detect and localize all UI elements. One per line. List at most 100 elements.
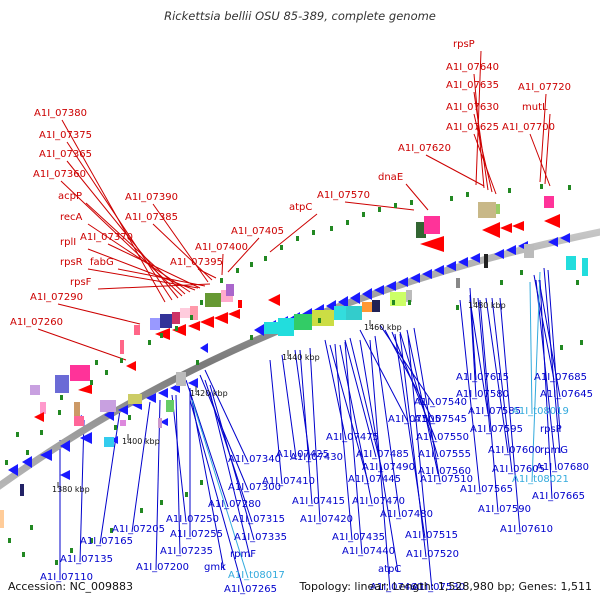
forward-gene-label: A1I_07375: [39, 130, 92, 141]
reverse-gene-label: A1I_07425: [276, 449, 329, 460]
scale-tick-label: 1460 kbp: [364, 323, 402, 332]
forward-gene-label: A1I_07625: [446, 122, 499, 133]
scale-tick-label: 1420 kbp: [190, 389, 228, 398]
forward-gene-label: rpsR: [60, 257, 83, 268]
reverse-gene-label: A1I_07315: [232, 514, 285, 525]
reverse-gene-label: A1I_07555: [418, 449, 471, 460]
reverse-gene-label: A1I_t08021: [512, 474, 569, 485]
reverse-gene-label: A1I_07200: [136, 562, 189, 573]
reverse-gene-label: A1I_07505: [388, 414, 441, 425]
forward-gene-label: A1I_07395: [170, 257, 223, 268]
forward-gene-label: A1I_07570: [317, 190, 370, 201]
reverse-gene-label: A1I_07410: [262, 476, 315, 487]
reverse-gene-label: A1I_07685: [534, 372, 587, 383]
reverse-gene-label: A1I_07430: [290, 452, 343, 463]
reverse-gene-label: A1I_07515: [405, 530, 458, 541]
reverse-gene-label: rpmF: [230, 549, 256, 560]
forward-gene-label: recA: [60, 212, 83, 223]
reverse-gene-label: A1I_07680: [536, 462, 589, 473]
forward-gene-label: A1I_07360: [33, 169, 86, 180]
reverse-gene-label: A1I_07610: [500, 524, 553, 535]
forward-gene-label: rpsP: [453, 39, 475, 50]
reverse-gene-label: A1I_07565: [460, 484, 513, 495]
reverse-gene-label: A1I_t08017: [228, 570, 285, 581]
reverse-gene-label: A1I_07585: [468, 406, 521, 417]
forward-gene-label: atpC: [289, 202, 312, 213]
reverse-gene-label: A1I_07540: [414, 397, 467, 408]
reverse-gene-label: A1I_07235: [160, 546, 213, 557]
gene-position-markers: [5, 184, 583, 565]
forward-gene-label: mutL: [522, 102, 548, 113]
reverse-gene-label: A1I_07255: [170, 529, 223, 540]
reverse-gene-label: A1I_07480: [380, 509, 433, 520]
forward-gene-label: A1I_07380: [34, 108, 87, 119]
reverse-gene-label: rpsP: [540, 424, 562, 435]
forward-gene-label: A1I_07720: [518, 82, 571, 93]
reverse-gene-label: A1I_t08019: [512, 406, 569, 417]
reverse-gene-label: A1I_07135: [60, 554, 113, 565]
scale-tick-label: 1440 kbp: [282, 353, 320, 362]
reverse-gene-label: A1I_07475: [326, 432, 379, 443]
forward-gene-label: A1I_07635: [446, 80, 499, 91]
reverse-gene-label: A1I_07665: [532, 491, 585, 502]
forward-gene-label: acpP: [58, 191, 82, 202]
forward-gene-label: A1I_07630: [446, 102, 499, 113]
accession-text: Accession: NC_009883: [8, 580, 133, 593]
reverse-gene-label: A1I_07420: [300, 514, 353, 525]
reverse-gene-label: atpC: [378, 564, 401, 575]
forward-strand-features: [30, 196, 560, 422]
reverse-gene-label: A1I_07460: [370, 582, 423, 593]
reverse-gene-label: A1I_07205: [112, 524, 165, 535]
forward-gene-label: A1I_07370: [80, 232, 133, 243]
reverse-gene-label: A1I_07550: [416, 432, 469, 443]
reverse-gene-label: A1I_07600: [488, 445, 541, 456]
reverse-gene-label: A1I_07250: [166, 514, 219, 525]
reverse-gene-label: A1I_07435: [332, 532, 385, 543]
reverse-gene-label: A1I_07645: [540, 389, 593, 400]
reverse-gene-label: A1I_07520: [406, 549, 459, 560]
reverse-gene-label: A1I_07470: [352, 496, 405, 507]
reverse-gene-label: A1I_07280: [208, 499, 261, 510]
genome-summary-text: Topology: linear; Length: 1,528,980 bp; …: [298, 580, 592, 593]
reverse-gene-label: A1I_07340: [228, 454, 281, 465]
reverse-gene-label: gmk: [204, 562, 226, 573]
reverse-gene-label: A1I_07440: [342, 546, 395, 557]
reverse-gene-label: A1I_07335: [234, 532, 287, 543]
reverse-gene-label: A1I_07415: [292, 496, 345, 507]
forward-gene-label: A1I_07365: [39, 149, 92, 160]
forward-gene-label: A1I_07620: [398, 143, 451, 154]
reverse-gene-label: A1I_07490: [362, 462, 415, 473]
reverse-gene-label: A1I_07165: [80, 536, 133, 547]
forward-gene-label: A1I_07385: [125, 212, 178, 223]
scale-tick-label: 1380 kbp: [52, 485, 90, 494]
scale-tick-label: 1400 kbp: [122, 437, 160, 446]
reverse-gene-label: A1I_07110: [40, 572, 93, 583]
forward-gene-label: A1I_07260: [10, 317, 63, 328]
forward-gene-label: A1I_07640: [446, 62, 499, 73]
map-title: Rickettsia bellii OSU 85-389, complete g…: [164, 9, 436, 23]
forward-gene-label: dnaE: [378, 172, 403, 183]
forward-gene-labels: rpsP A1I_07640 A1I_07635 A1I_07720 A1I_07630…: [10, 39, 571, 328]
reverse-gene-label: A1I_07530: [412, 582, 465, 593]
reverse-gene-label: rpmG: [540, 445, 568, 456]
reverse-gene-label: A1I_07615: [456, 372, 509, 383]
forward-gene-label: fabG: [90, 257, 114, 268]
forward-gene-label: A1I_07390: [125, 192, 178, 203]
reverse-gene-label: A1I_07545: [414, 414, 467, 425]
forward-gene-label: A1I_07290: [30, 292, 83, 303]
reverse-gene-label: A1I_07510: [420, 474, 473, 485]
reverse-gene-label: A1I_07445: [348, 474, 401, 485]
forward-label-connectors: [37, 50, 551, 361]
forward-gene-label: rpsF: [70, 277, 92, 288]
reverse-gene-label: A1I_07560: [418, 466, 471, 477]
reverse-gene-label: A1I_07300: [228, 482, 281, 493]
reverse-gene-label: A1I_07485: [356, 449, 409, 460]
reverse-gene-label: A1I_07590: [478, 504, 531, 515]
reverse-gene-label: A1I_07265: [224, 584, 277, 595]
reverse-gene-label: A1I_07605: [492, 464, 545, 475]
forward-gene-label: A1I_07405: [231, 226, 284, 237]
reverse-gene-label: A1I_07580: [456, 389, 509, 400]
forward-gene-label: A1I_07400: [195, 242, 248, 253]
